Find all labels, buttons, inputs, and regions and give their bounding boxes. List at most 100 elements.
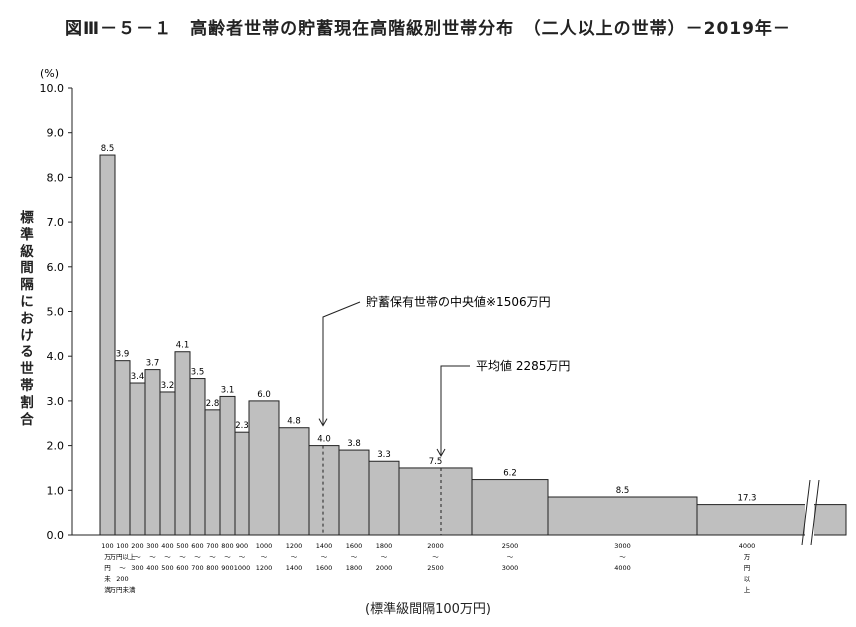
- histogram-bar: [338, 449, 370, 536]
- x-tick-label: 1600: [346, 542, 363, 550]
- x-tick-label: 700: [206, 542, 218, 550]
- y-tick-label: 3.0: [47, 395, 65, 408]
- x-tick-label: ～: [291, 553, 298, 561]
- y-tick-label: 4.0: [47, 350, 65, 363]
- bar-data-label: 4.1: [176, 341, 190, 351]
- x-tick-label: 上: [744, 585, 751, 594]
- x-tick-label: 3000: [614, 542, 631, 550]
- x-tick-label: 800: [221, 542, 233, 550]
- mean-leader-line: [440, 365, 470, 456]
- x-tick-label: 800: [206, 564, 218, 572]
- histogram-bar: [308, 445, 340, 536]
- x-tick-label: 4000: [614, 564, 631, 572]
- histogram-bar: [248, 400, 280, 536]
- annotation-marks-group: [318, 301, 820, 547]
- x-tick-label: 2500: [427, 564, 444, 572]
- x-tick-label: 2000: [427, 542, 444, 550]
- x-tick-label: ～: [209, 553, 216, 561]
- bar-data-label: 2.8: [206, 399, 220, 409]
- histogram-bar: [234, 431, 250, 536]
- x-tick-label: 500: [176, 542, 188, 550]
- x-tick-label: 400: [146, 564, 158, 572]
- x-tick-label: 2500: [502, 542, 519, 550]
- bar-data-label: 3.4: [131, 372, 145, 382]
- x-tick-label: ～: [619, 553, 626, 561]
- x-tick-label: 万: [104, 553, 111, 561]
- y-tick-label: 0.0: [47, 529, 65, 542]
- x-axis-title: (標準級間隔100万円): [365, 602, 491, 617]
- x-tick-label: ～: [179, 553, 186, 561]
- x-tick-label: 1600: [316, 564, 333, 572]
- x-tick-label: 1800: [346, 564, 363, 572]
- bar-data-label: 3.1: [221, 385, 235, 395]
- bar-data-label: 3.7: [146, 359, 160, 369]
- bar-data-label: 8.5: [101, 144, 115, 154]
- y-axis-title: 標準級間隔における世帯割合: [20, 210, 34, 428]
- x-tick-label: 1400: [286, 564, 303, 572]
- x-tick-label: 200: [131, 542, 143, 550]
- histogram-bar: [189, 378, 206, 536]
- histogram-bar: [278, 427, 310, 536]
- y-tick-label: 8.0: [47, 171, 65, 184]
- x-tick-label: 4000: [739, 542, 756, 550]
- x-tick-label: ～: [224, 553, 231, 561]
- median-arrow-icon: [318, 418, 328, 427]
- bar-data-label: 3.3: [377, 450, 391, 460]
- x-tick-label: 3000: [502, 564, 519, 572]
- x-tick-label: 以: [744, 575, 751, 583]
- x-tick-label: 900: [221, 564, 233, 572]
- bar-data-label: 8.5: [616, 486, 630, 496]
- x-tick-label: 100: [101, 542, 113, 550]
- mean-annotation: 平均値 2285万円: [476, 358, 570, 373]
- histogram-bar: [547, 496, 698, 536]
- x-tick-label: 万円未満: [110, 585, 137, 594]
- y-tick-label: 1.0: [47, 484, 65, 497]
- y-tick-label: 7.0: [47, 216, 65, 229]
- bar-data-label: 7.5: [429, 457, 443, 467]
- x-tick-label: ～: [321, 553, 328, 561]
- histogram-bar: [398, 467, 473, 536]
- axis-break-gap: [805, 502, 814, 547]
- bar-data-label: 3.9: [116, 350, 130, 360]
- chart-title: 図Ⅲ－５－１ 高齢者世帯の貯蓄現在高階級別世帯分布 （二人以上の世帯）－2019…: [65, 19, 791, 39]
- y-unit-label: (%): [40, 67, 59, 80]
- y-tick-label: 6.0: [47, 261, 65, 274]
- bar-data-label: 4.0: [317, 435, 331, 445]
- x-tick-label: 400: [161, 542, 173, 550]
- histogram-bar: [219, 395, 236, 536]
- x-tick-label: 300: [146, 542, 158, 550]
- x-tick-label: 円: [104, 564, 111, 572]
- histogram-bar: [696, 504, 847, 536]
- x-tick-label: ～: [351, 553, 358, 561]
- histogram-bar: [471, 479, 549, 536]
- x-tick-label: 500: [161, 564, 173, 572]
- x-tick-label: ～: [261, 553, 268, 561]
- x-tick-label: ～: [507, 553, 514, 561]
- histogram-bar: [174, 351, 191, 536]
- histogram-bar: [144, 369, 161, 536]
- x-tick-label: 200: [116, 575, 128, 583]
- x-tick-label: ～: [194, 553, 201, 561]
- x-tick-label: 100: [116, 542, 128, 550]
- x-tick-label: 満: [104, 586, 111, 594]
- bar-data-label: 3.8: [347, 439, 361, 449]
- x-tick-label: 1800: [376, 542, 393, 550]
- x-tick-label: 2000: [376, 564, 393, 572]
- histogram-bar: [368, 460, 400, 536]
- x-tick-label: ～: [239, 553, 246, 561]
- histogram-bar: [204, 409, 221, 536]
- x-tick-label: 1200: [256, 564, 273, 572]
- histogram-bar: [114, 360, 131, 536]
- x-tick-label: ～: [432, 553, 439, 561]
- x-tick-label: ～: [381, 553, 388, 561]
- bar-data-label: 4.8: [287, 417, 301, 427]
- median-leader-line: [322, 301, 361, 426]
- bar-data-label: 17.3: [738, 494, 757, 504]
- x-tick-label: 万円以上: [110, 552, 137, 561]
- x-tick-labels-group: 100万円未満100万円以上～200万円未満200～300300～400400～…: [101, 542, 755, 594]
- data-labels-group: 8.5 3.9 3.43.7 3.2 4.1 3.5 2.83.1 2.3 6.0 4.8 4.0 3…: [101, 144, 757, 504]
- y-tick-label: 9.0: [47, 127, 65, 140]
- x-tick-label: ～: [119, 564, 126, 572]
- y-tick-label: 5.0: [47, 306, 65, 319]
